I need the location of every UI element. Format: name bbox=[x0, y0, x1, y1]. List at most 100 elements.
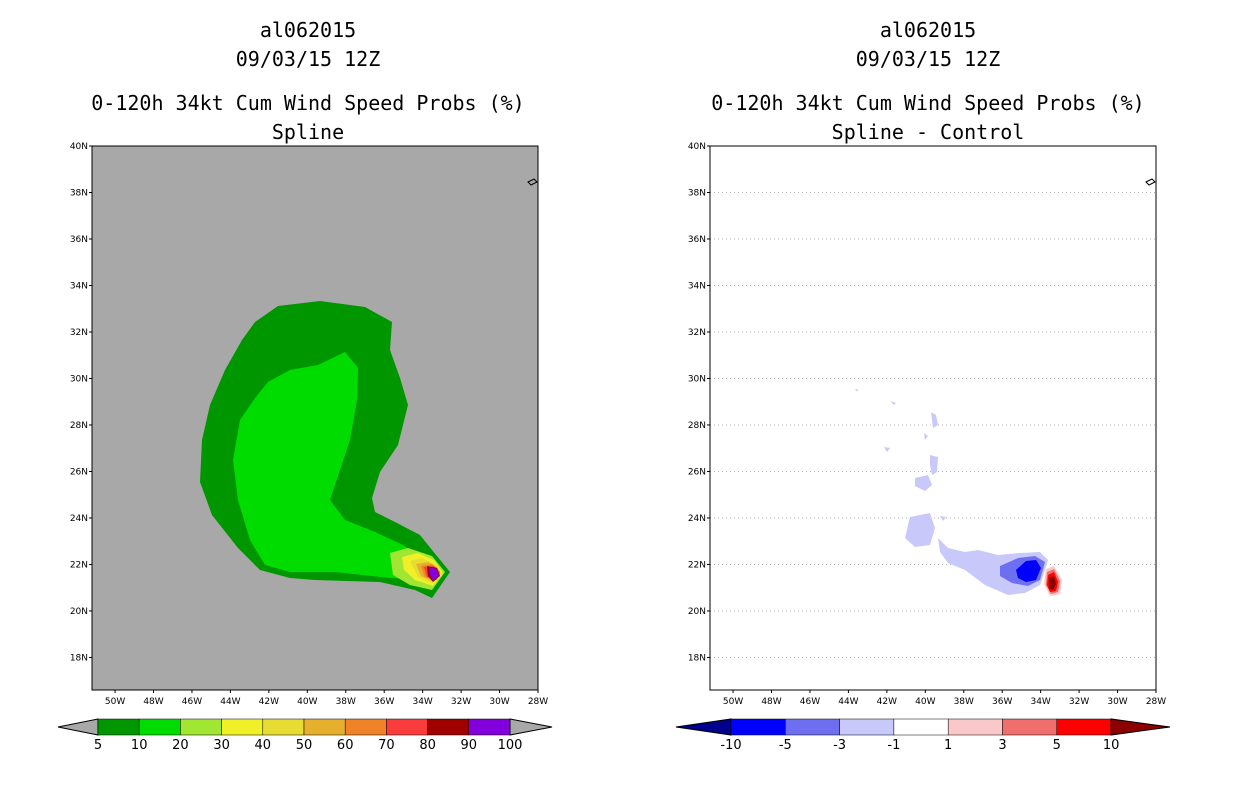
right-colorbar-swatch bbox=[839, 718, 895, 736]
lon-tick-label: 32W bbox=[451, 697, 471, 707]
lon-tick-label: 36W bbox=[374, 697, 394, 707]
left-colorbar-swatch bbox=[262, 718, 305, 736]
right-lon-labels: 50W 48W 46W 44W 42W 40W 38W 36W 34W 32W 30W 28W bbox=[723, 690, 1166, 707]
lat-tick-label: 40N bbox=[688, 142, 706, 152]
left-colorbar-label: 60 bbox=[337, 738, 354, 753]
right-diff-plus-10 bbox=[1049, 576, 1056, 590]
right-colorbar-label: 5 bbox=[1053, 738, 1061, 753]
right-colorbar-swatch bbox=[1056, 718, 1112, 736]
lon-tick-label: 46W bbox=[800, 697, 820, 707]
lon-tick-label: 50W bbox=[723, 697, 743, 707]
left-colorbar-swatch bbox=[221, 718, 264, 736]
lat-tick-label: 38N bbox=[688, 188, 706, 198]
left-map: 40N 38N 36N 34N 32N 30N 28N 26N 24N 22N 20N 18N 50W… bbox=[70, 142, 548, 707]
right-colorbar-label: 1 bbox=[944, 738, 952, 753]
lon-tick-label: 40W bbox=[915, 697, 935, 707]
left-prob-100-band bbox=[429, 567, 439, 581]
left-prob-20-band bbox=[233, 352, 425, 580]
left-colorbar-low-arrow bbox=[57, 718, 99, 736]
left-island-outline bbox=[527, 178, 538, 186]
lon-tick-label: 28W bbox=[1146, 697, 1166, 707]
left-colorbar-label: 30 bbox=[213, 738, 230, 753]
lat-tick-label: 24N bbox=[70, 514, 88, 524]
right-colorbar-label: -10 bbox=[720, 738, 741, 753]
left-datetime: 09/03/15 12Z bbox=[235, 47, 381, 71]
lon-tick-label: 28W bbox=[528, 697, 548, 707]
lat-tick-label: 24N bbox=[688, 514, 706, 524]
left-subtitle: Spline bbox=[271, 120, 345, 144]
right-panel-title: al062015 09/03/15 12Z bbox=[660, 16, 1196, 74]
right-colorbar-swatch bbox=[1002, 718, 1058, 736]
lon-tick-label: 38W bbox=[336, 697, 356, 707]
left-colorbar-swatch bbox=[468, 718, 511, 736]
lat-tick-label: 30N bbox=[70, 374, 88, 384]
right-colorbar-label: -3 bbox=[833, 738, 846, 753]
left-lon-labels: 50W 48W 46W 44W 42W 40W 38W 36W 34W 32W 30W 28W bbox=[105, 690, 548, 707]
lat-tick-label: 18N bbox=[688, 653, 706, 663]
left-lat-labels: 40N 38N 36N 34N 32N 30N 28N 26N 24N 22N 20N 18N bbox=[70, 142, 92, 663]
right-colorbar-swatch bbox=[785, 718, 840, 736]
lon-tick-label: 36W bbox=[992, 697, 1012, 707]
lon-tick-label: 34W bbox=[1030, 697, 1050, 707]
lat-tick-label: 26N bbox=[70, 467, 88, 477]
lat-tick-label: 38N bbox=[70, 188, 88, 198]
left-colorbar-label: 80 bbox=[419, 738, 436, 753]
lon-tick-label: 46W bbox=[182, 697, 202, 707]
right-colorbar-label: 3 bbox=[998, 738, 1006, 753]
lat-tick-label: 22N bbox=[70, 560, 88, 570]
left-colorbar-label: 90 bbox=[461, 738, 478, 753]
right-map: 40N 38N 36N 34N 32N 30N 28N 26N 24N 22N 20N 18N 50W… bbox=[688, 142, 1166, 707]
lat-tick-label: 40N bbox=[70, 142, 88, 152]
right-colorbar-label: -5 bbox=[779, 738, 792, 753]
lon-tick-label: 40W bbox=[297, 697, 317, 707]
right-lat-labels: 40N 38N 36N 34N 32N 30N 28N 26N 24N 22N 20N 18N bbox=[688, 142, 710, 663]
left-colorbar-swatch bbox=[427, 718, 470, 736]
left-colorbar-swatch bbox=[303, 718, 346, 736]
left-product: 0-120h 34kt Cum Wind Speed Probs (%) bbox=[91, 91, 525, 115]
right-product: 0-120h 34kt Cum Wind Speed Probs (%) bbox=[711, 91, 1145, 115]
left-colorbar-label: 10 bbox=[131, 738, 148, 753]
left-colorbar-label: 5 bbox=[94, 738, 102, 753]
lat-tick-label: 32N bbox=[70, 328, 88, 338]
lon-tick-label: 44W bbox=[838, 697, 858, 707]
left-colorbar-label: 100 bbox=[498, 738, 523, 753]
right-colorbar-low-arrow bbox=[675, 718, 732, 736]
left-colorbar-label: 20 bbox=[172, 738, 189, 753]
left-colorbar-label: 40 bbox=[255, 738, 272, 753]
left-colorbar: 5 10 20 30 40 50 60 70 80 90 100 bbox=[57, 718, 553, 753]
right-colorbar-label: 10 bbox=[1103, 738, 1120, 753]
lon-tick-label: 38W bbox=[954, 697, 974, 707]
lat-tick-label: 30N bbox=[688, 374, 706, 384]
lon-tick-label: 44W bbox=[220, 697, 240, 707]
lon-tick-label: 34W bbox=[412, 697, 432, 707]
left-colorbar-high-arrow bbox=[509, 718, 553, 736]
lon-tick-label: 50W bbox=[105, 697, 125, 707]
lat-tick-label: 22N bbox=[688, 560, 706, 570]
left-colorbar-swatch bbox=[344, 718, 387, 736]
lon-tick-label: 48W bbox=[761, 697, 781, 707]
right-colorbar-high-arrow bbox=[1110, 718, 1171, 736]
right-colorbar: -10 -5 -3 -1 1 3 5 10 bbox=[675, 718, 1171, 753]
right-colorbar-swatch bbox=[893, 718, 949, 736]
lon-tick-label: 30W bbox=[1107, 697, 1127, 707]
lat-tick-label: 20N bbox=[688, 607, 706, 617]
right-diff-minus-5-to-10 bbox=[1016, 560, 1041, 582]
lat-tick-label: 36N bbox=[70, 235, 88, 245]
left-panel-subtitle: 0-120h 34kt Cum Wind Speed Probs (%) Spl… bbox=[40, 89, 576, 147]
lat-tick-label: 32N bbox=[688, 328, 706, 338]
right-storm-id: al062015 bbox=[879, 18, 977, 42]
right-datetime: 09/03/15 12Z bbox=[855, 47, 1001, 71]
lat-tick-label: 20N bbox=[70, 607, 88, 617]
left-colorbar-label: 70 bbox=[378, 738, 395, 753]
lat-tick-label: 28N bbox=[688, 421, 706, 431]
right-colorbar-swatch bbox=[730, 718, 786, 736]
lat-tick-label: 34N bbox=[688, 281, 706, 291]
lat-tick-label: 34N bbox=[70, 281, 88, 291]
right-colorbar-swatch bbox=[947, 718, 1003, 736]
left-colorbar-swatch bbox=[97, 718, 140, 736]
right-island-outline bbox=[1145, 178, 1156, 186]
left-panel-title: al062015 09/03/15 12Z bbox=[40, 16, 576, 74]
lon-tick-label: 48W bbox=[143, 697, 163, 707]
lat-tick-label: 18N bbox=[70, 653, 88, 663]
